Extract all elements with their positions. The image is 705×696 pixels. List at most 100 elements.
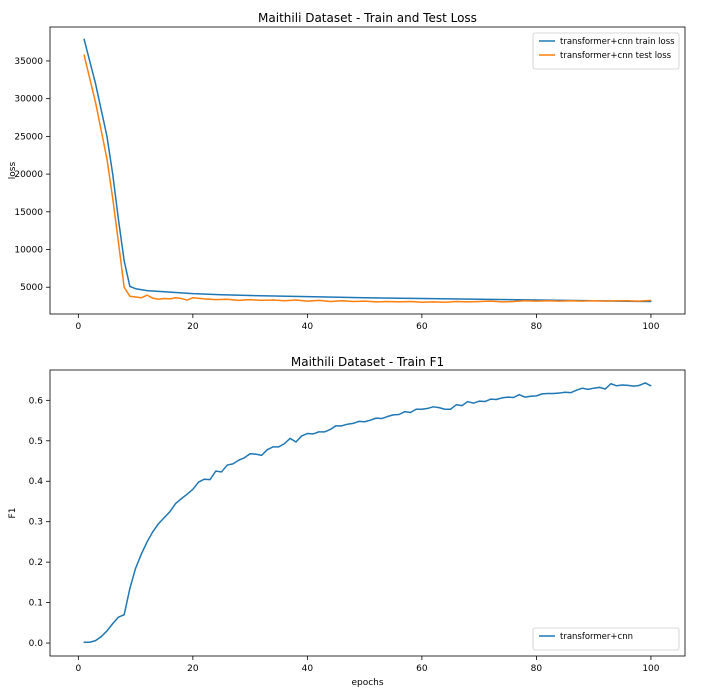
data-point xyxy=(581,300,583,302)
data-point xyxy=(232,463,234,465)
data-point xyxy=(238,299,240,302)
data-point xyxy=(575,389,578,391)
x-tick-label: 80 xyxy=(531,322,543,332)
y-tick-label: 0.2 xyxy=(29,558,43,568)
plot-frame xyxy=(49,26,686,315)
data-point xyxy=(638,300,641,302)
data-point xyxy=(169,298,171,300)
data-point xyxy=(552,392,555,395)
data-point xyxy=(94,640,97,642)
data-point xyxy=(627,384,629,386)
y-axis-label: loss xyxy=(8,161,18,179)
data-point xyxy=(461,404,463,407)
data-point xyxy=(140,297,142,299)
data-point xyxy=(89,641,91,643)
data-point xyxy=(535,299,538,301)
data-point xyxy=(192,488,194,490)
data-point xyxy=(112,623,114,625)
data-point xyxy=(249,299,251,301)
data-point xyxy=(295,299,297,301)
data-point xyxy=(226,464,228,466)
data-point xyxy=(507,396,509,398)
data-point xyxy=(306,432,308,435)
y-tick-label: 0.3 xyxy=(29,518,43,528)
data-point xyxy=(106,158,108,160)
x-tick-label: 80 xyxy=(531,664,543,674)
data-point xyxy=(238,459,240,461)
data-point xyxy=(352,300,354,303)
data-point xyxy=(604,300,606,302)
x-axis-label: epochs xyxy=(351,678,383,688)
data-point xyxy=(192,297,194,299)
data-point xyxy=(318,299,320,302)
data-point xyxy=(346,423,349,425)
data-point xyxy=(175,297,177,299)
data-point xyxy=(409,411,412,414)
data-point xyxy=(186,299,188,301)
data-point xyxy=(203,478,205,480)
data-point xyxy=(386,415,389,418)
data-point xyxy=(220,471,223,473)
data-point xyxy=(278,446,280,448)
data-point xyxy=(564,391,566,393)
x-tick-label: 100 xyxy=(642,322,659,332)
data-point xyxy=(180,297,183,300)
data-point xyxy=(501,301,503,303)
data-point xyxy=(123,614,125,616)
data-point xyxy=(490,300,492,302)
data-point xyxy=(467,400,469,403)
data-point xyxy=(220,294,223,296)
x-tick-label: 100 xyxy=(642,664,659,674)
series-line-1 xyxy=(83,54,651,304)
data-point xyxy=(449,408,452,410)
data-point xyxy=(123,286,125,288)
data-point xyxy=(83,54,85,56)
y-tick-label: 0.4 xyxy=(29,477,44,487)
data-point xyxy=(524,396,526,398)
data-point xyxy=(352,422,354,424)
data-point xyxy=(117,218,120,220)
data-point xyxy=(490,398,492,400)
data-point xyxy=(341,425,343,427)
y-tick-label: 10000 xyxy=(14,246,43,256)
data-point xyxy=(129,295,131,297)
data-point xyxy=(186,493,188,495)
data-point xyxy=(381,417,383,420)
data-point xyxy=(421,297,423,300)
data-point xyxy=(197,481,200,483)
data-point xyxy=(627,300,629,302)
data-point xyxy=(283,300,286,302)
data-point xyxy=(530,395,532,397)
data-point xyxy=(518,394,520,396)
data-point xyxy=(318,431,320,433)
data-point xyxy=(226,298,228,300)
data-point xyxy=(135,567,137,569)
data-point xyxy=(478,298,480,300)
data-point xyxy=(392,414,394,416)
data-point xyxy=(123,260,125,262)
data-point xyxy=(312,433,314,435)
data-point xyxy=(329,300,331,303)
data-point xyxy=(638,384,641,386)
data-point xyxy=(209,479,211,481)
data-point xyxy=(478,300,480,303)
data-point xyxy=(444,301,446,303)
data-point xyxy=(169,510,171,513)
loss-chart: Maithili Dataset - Train and Test Loss 0 2… xyxy=(8,11,686,332)
x-tick-label: 0 xyxy=(75,322,81,332)
legend: transformer+cnn xyxy=(532,627,680,651)
y-tick-label: 35000 xyxy=(14,57,43,67)
data-point xyxy=(581,387,583,389)
data-point xyxy=(255,453,257,455)
legend-box xyxy=(532,32,680,70)
data-point xyxy=(272,299,274,301)
data-point xyxy=(117,616,120,618)
data-point xyxy=(106,135,108,137)
chart-title: Maithili Dataset - Train and Test Loss xyxy=(258,11,477,25)
data-point xyxy=(175,502,177,505)
y-tick-label: 0.1 xyxy=(29,599,43,609)
data-point xyxy=(323,431,326,433)
series-line-0 xyxy=(83,38,651,303)
data-point xyxy=(495,398,497,401)
data-point xyxy=(215,299,217,301)
